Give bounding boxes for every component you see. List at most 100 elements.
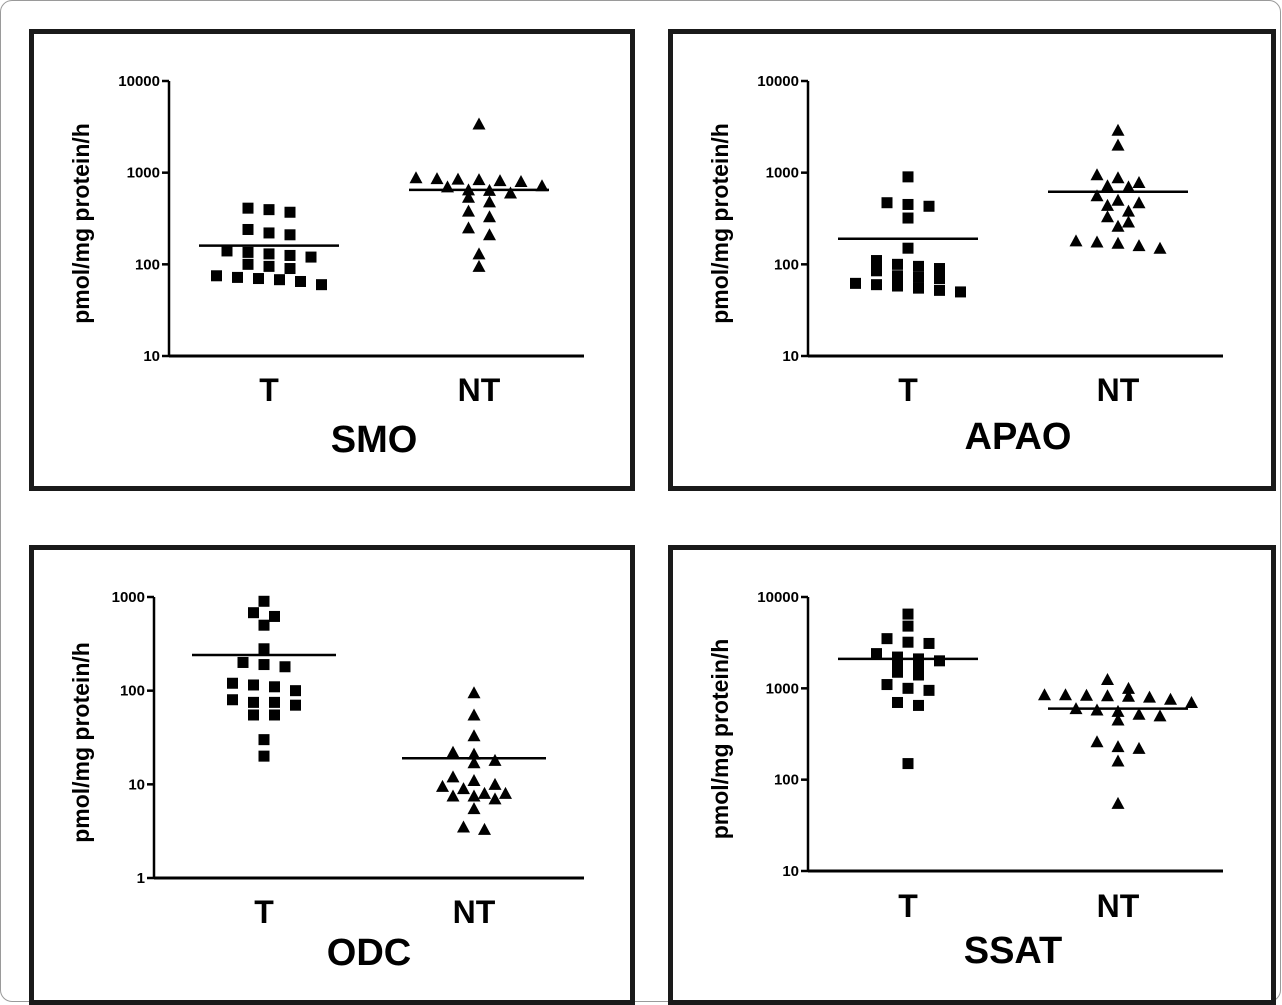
data-point-square (290, 699, 301, 711)
data-point-square (913, 271, 924, 283)
data-point-square (295, 275, 306, 287)
data-point-square (913, 699, 924, 711)
data-point-square (955, 286, 966, 298)
x-category-label: NT (453, 894, 496, 930)
data-point-square (881, 197, 893, 209)
data-point-square (316, 279, 327, 291)
panel-smo: 10 100 1000 10000 pmol/mg protein/h T NT SMO (29, 29, 635, 491)
data-point-square (248, 709, 259, 721)
data-point-triangle (499, 786, 512, 799)
chart-svg: 10 100 1000 10000 pmol/mg protein/h T NT SMO (68, 73, 584, 461)
data-point-square (902, 198, 914, 210)
data-point-square (934, 273, 945, 285)
data-point-triangle (1090, 735, 1104, 748)
data-point-square (258, 750, 270, 762)
data-point-triangle (1101, 672, 1114, 685)
data-point-square (237, 656, 249, 668)
data-point-square (902, 242, 914, 254)
data-point-square (248, 607, 259, 619)
data-point-triangle (488, 753, 502, 766)
data-point-square (892, 696, 903, 708)
data-point-square (258, 734, 270, 746)
data-point-triangle (1185, 695, 1198, 708)
y-tick-label: 10 (782, 348, 799, 365)
data-point-square (258, 619, 270, 631)
data-point-square (892, 258, 903, 270)
y-tick-label: 10000 (757, 589, 799, 606)
data-point-square (269, 610, 280, 622)
data-point-square (902, 608, 914, 620)
data-point-square (902, 212, 914, 224)
data-point-triangle (1090, 235, 1104, 248)
x-category-label: T (898, 372, 918, 408)
data-point-square (913, 669, 924, 681)
data-point-square (913, 282, 924, 294)
data-point-triangle (451, 172, 465, 185)
data-point-square (902, 171, 914, 183)
data-point-triangle (1090, 168, 1104, 181)
x-category-label: NT (458, 372, 501, 408)
x-category-label: NT (1097, 888, 1140, 924)
x-category-label: NT (1097, 372, 1140, 408)
panel-odc: 1 10 100 1000 pmol/mg protein/h T NT ODC (29, 545, 635, 1005)
data-point-square (923, 684, 935, 696)
data-point-triangle (436, 779, 449, 792)
data-point-triangle (1038, 688, 1051, 701)
data-point-square (258, 643, 270, 655)
data-point-triangle (446, 789, 460, 802)
data-point-triangle (483, 228, 496, 241)
data-point-triangle (472, 173, 486, 186)
data-point-triangle (1111, 740, 1125, 753)
data-point-square (279, 661, 291, 673)
data-point-triangle (1122, 681, 1135, 694)
y-tick-label: 1000 (127, 165, 160, 182)
data-point-square (913, 260, 924, 272)
data-point-triangle (1143, 690, 1156, 703)
data-point-triangle (1122, 204, 1135, 217)
data-point-triangle (472, 247, 486, 260)
data-point-triangle (478, 822, 491, 835)
y-tick-label: 10000 (757, 73, 799, 90)
data-point-square (263, 260, 275, 272)
data-point-triangle (467, 686, 481, 699)
data-point-triangle (430, 172, 444, 185)
data-point-square (913, 659, 924, 671)
data-point-triangle (409, 171, 423, 184)
y-tick-label: 100 (774, 772, 799, 789)
data-point-triangle (472, 117, 486, 130)
data-point-triangle (1111, 796, 1125, 809)
data-point-square (892, 280, 903, 292)
data-point-square (871, 279, 882, 291)
y-tick-label: 10000 (118, 73, 160, 90)
panel-title: ODC (327, 932, 411, 974)
data-point-square (881, 633, 893, 645)
data-point-square (923, 637, 935, 649)
data-point-square (269, 681, 280, 693)
data-point-triangle (1111, 171, 1125, 184)
panel-ssat: 10 100 1000 10000 pmol/mg protein/h T NT SSAT (668, 545, 1276, 1005)
data-point-square (248, 696, 259, 708)
y-tick-label: 10 (128, 776, 145, 793)
data-point-triangle (493, 174, 507, 187)
data-point-square (284, 229, 296, 241)
data-point-square (284, 263, 296, 275)
x-category-label: T (254, 894, 274, 930)
panel-title: SSAT (964, 930, 1063, 972)
data-point-square (274, 274, 285, 286)
data-point-triangle (1111, 138, 1125, 151)
data-point-triangle (483, 195, 496, 208)
data-point-square (211, 270, 222, 282)
data-point-square (242, 223, 254, 235)
data-point-triangle (1132, 741, 1146, 754)
data-point-square (284, 206, 296, 218)
data-point-square (242, 202, 254, 214)
data-point-square (290, 685, 301, 697)
data-point-square (232, 271, 243, 283)
y-axis-title: pmol/mg protein/h (68, 123, 94, 324)
chart-svg: 1 10 100 1000 pmol/mg protein/h T NT ODC (68, 589, 584, 974)
chart-svg: 10 100 1000 10000 pmol/mg protein/h T NT APAO (707, 73, 1223, 458)
y-tick-label: 100 (120, 683, 145, 700)
data-point-triangle (1059, 688, 1072, 701)
data-point-square (242, 258, 254, 270)
y-tick-label: 1000 (766, 680, 799, 697)
